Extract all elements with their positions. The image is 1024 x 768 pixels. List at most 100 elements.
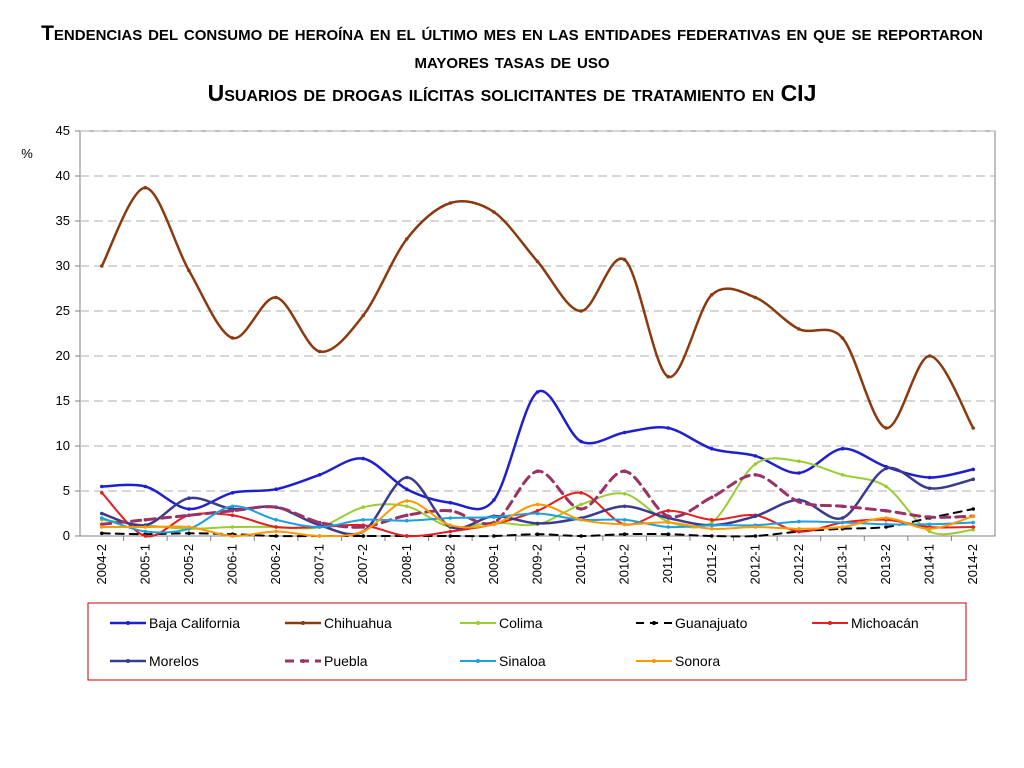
data-point xyxy=(99,516,104,520)
data-point xyxy=(492,534,496,538)
data-point xyxy=(230,336,235,340)
x-tick-label: 2012-2 xyxy=(791,544,806,584)
data-point xyxy=(884,426,888,430)
data-point xyxy=(884,525,888,529)
legend-label: Guanajuato xyxy=(675,615,748,631)
data-point xyxy=(884,522,888,527)
data-point xyxy=(840,446,845,451)
data-point xyxy=(666,520,671,525)
data-point xyxy=(404,487,409,492)
legend-label: Michoacán xyxy=(851,615,919,631)
data-point xyxy=(404,513,409,518)
data-point xyxy=(622,504,627,509)
data-point xyxy=(579,502,583,507)
legend-label: Chihuahua xyxy=(324,615,392,631)
data-point xyxy=(230,534,235,538)
data-point xyxy=(709,523,714,527)
data-point xyxy=(840,504,845,509)
data-point xyxy=(230,504,235,509)
legend-marker xyxy=(652,659,656,663)
legend-marker xyxy=(126,621,130,625)
data-point xyxy=(404,504,409,509)
data-point xyxy=(579,507,583,511)
data-point xyxy=(404,499,409,503)
series-puebla xyxy=(99,469,976,529)
series-baja-california xyxy=(99,389,976,511)
data-point xyxy=(579,439,583,444)
x-tick-label: 2013-2 xyxy=(878,544,893,584)
legend-item: Colima xyxy=(460,615,543,631)
data-point xyxy=(187,513,191,518)
data-point xyxy=(927,522,932,527)
data-point xyxy=(797,471,801,475)
data-point xyxy=(274,295,278,300)
data-point xyxy=(927,354,932,358)
data-point xyxy=(274,505,278,510)
data-point xyxy=(971,467,976,472)
y-tick-label: 30 xyxy=(56,258,70,273)
data-point xyxy=(797,500,801,504)
data-point xyxy=(535,511,540,516)
data-point xyxy=(404,518,409,523)
legend-item: Michoacán xyxy=(812,615,919,631)
data-point xyxy=(709,446,714,451)
y-axis-label: % xyxy=(21,146,33,161)
data-point xyxy=(709,293,714,297)
data-point xyxy=(927,486,932,491)
y-tick-label: 5 xyxy=(63,483,70,498)
data-point xyxy=(971,514,976,518)
data-point xyxy=(622,518,627,522)
legend-label: Baja California xyxy=(149,615,240,631)
data-point xyxy=(535,532,540,536)
data-point xyxy=(274,529,278,534)
data-point xyxy=(535,509,540,513)
data-point xyxy=(230,491,235,495)
series-lines xyxy=(99,185,976,538)
data-point xyxy=(753,473,758,477)
x-tick-label: 2014-1 xyxy=(922,544,937,584)
data-point xyxy=(404,237,409,241)
legend-item: Chihuahua xyxy=(285,615,392,631)
data-point xyxy=(187,268,191,273)
data-point xyxy=(840,473,845,477)
data-point xyxy=(492,522,496,527)
legend-marker xyxy=(476,659,480,663)
data-point xyxy=(535,259,540,264)
legend-item: Guanajuato xyxy=(636,615,748,631)
legend-marker xyxy=(828,621,832,625)
data-point xyxy=(187,531,191,536)
data-point xyxy=(753,454,758,458)
data-point xyxy=(317,349,322,354)
data-point xyxy=(448,534,453,538)
data-point xyxy=(404,534,409,538)
data-point xyxy=(99,522,104,527)
data-point xyxy=(535,469,540,474)
data-point xyxy=(884,509,888,513)
data-point xyxy=(579,518,583,522)
data-point xyxy=(971,426,976,430)
data-point xyxy=(361,534,366,538)
data-point xyxy=(143,529,148,534)
series-sinaloa xyxy=(99,504,976,534)
y-axis: 0 5 10 15 20 25 30 35 40 45 xyxy=(56,123,80,543)
legend-marker xyxy=(301,659,305,663)
y-tick-label: 20 xyxy=(56,348,70,363)
data-point xyxy=(99,484,104,489)
x-tick-label: 2009-1 xyxy=(486,544,501,584)
data-point xyxy=(709,495,714,500)
data-point xyxy=(709,520,714,525)
x-tick-label: 2009-2 xyxy=(530,544,545,584)
data-point xyxy=(622,257,627,262)
data-point xyxy=(753,534,758,538)
data-point xyxy=(840,520,845,525)
legend-label: Puebla xyxy=(324,653,368,669)
x-tick-label: 2013-1 xyxy=(835,544,850,584)
data-point xyxy=(840,525,845,529)
data-point xyxy=(971,525,976,529)
x-tick-label: 2005-1 xyxy=(137,544,152,584)
legend-box xyxy=(87,602,967,681)
data-point xyxy=(143,484,148,489)
legend-item: Morelos xyxy=(110,653,199,669)
legend-marker xyxy=(126,659,130,663)
